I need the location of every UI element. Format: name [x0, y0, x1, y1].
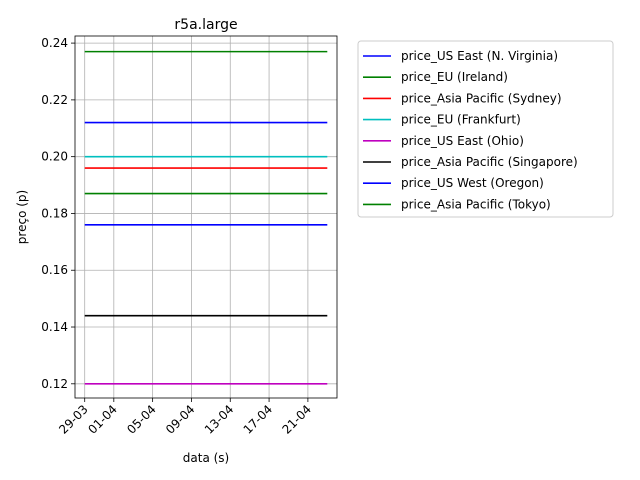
- grid: [75, 36, 337, 398]
- x-tick-label: 13-04: [202, 402, 237, 437]
- legend-item-label: price_Asia Pacific (Tokyo): [401, 197, 551, 211]
- legend-item-label: price_US East (Ohio): [401, 134, 524, 148]
- legend: price_US East (N. Virginia) price_EU (Ire…: [357, 40, 614, 218]
- x-tick-label: 05-04: [124, 402, 159, 437]
- x-tick-label: 09-04: [163, 402, 198, 437]
- y-tick-label: 0.14: [41, 320, 68, 334]
- y-tick-label: 0.20: [41, 150, 68, 164]
- chart-title: r5a.large: [174, 17, 237, 33]
- y-axis-label: preço (p): [15, 190, 29, 244]
- legend-item-label: price_EU (Frankfurt): [401, 113, 521, 127]
- y-tick-label: 0.16: [41, 263, 68, 277]
- x-tick-label: 17-04: [241, 402, 276, 437]
- legend-box: [357, 40, 614, 218]
- x-tick-label: 01-04: [85, 402, 120, 437]
- y-tick-label: 0.18: [41, 206, 68, 220]
- legend-item-label: price_EU (Ireland): [401, 70, 508, 84]
- x-axis-label: data (s): [183, 451, 229, 465]
- x-tick-label: 29-03: [56, 402, 91, 437]
- x-tick-label: 21-04: [279, 402, 314, 437]
- series-lines: [84, 50, 328, 385]
- legend-item-label: price_Asia Pacific (Singapore): [401, 155, 578, 169]
- y-tick-label: 0.12: [41, 377, 68, 391]
- legend-item-label: price_US West (Oregon): [401, 176, 544, 190]
- plot-frame: [74, 35, 338, 399]
- y-ticks: 0.12 0.14 0.16 0.18 0.20 0.22 0.24: [41, 36, 75, 391]
- y-tick-label: 0.24: [41, 36, 68, 50]
- y-tick-label: 0.22: [41, 93, 68, 107]
- legend-item-label: price_US East (N. Virginia): [401, 49, 558, 63]
- legend-item-label: price_Asia Pacific (Sydney): [401, 91, 562, 105]
